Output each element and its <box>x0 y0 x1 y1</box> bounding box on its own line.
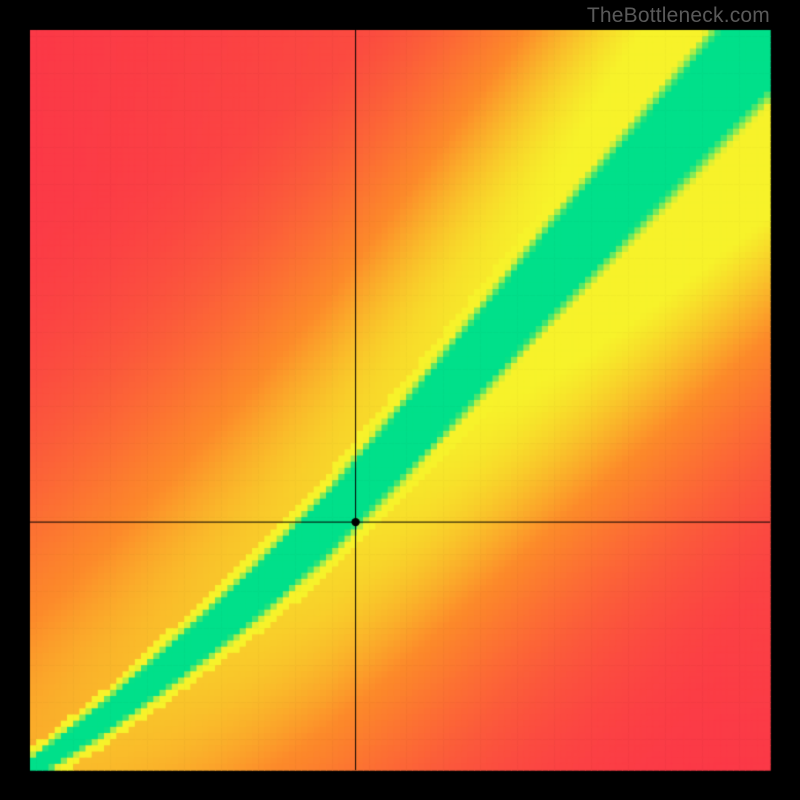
chart-container: { "watermark": { "text": "TheBottleneck.… <box>0 0 800 800</box>
bottleneck-heatmap <box>0 0 800 800</box>
watermark-text: TheBottleneck.com <box>587 4 770 28</box>
